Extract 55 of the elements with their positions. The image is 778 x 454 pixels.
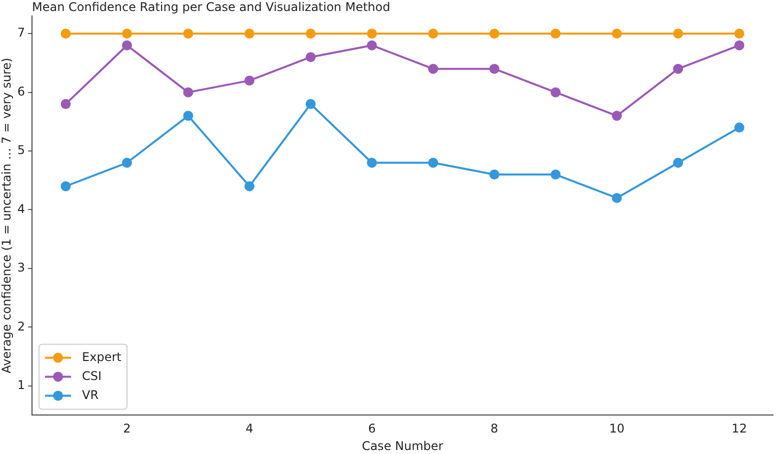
x-tick-label: 6 [368, 422, 376, 436]
point [734, 28, 744, 39]
point [550, 28, 561, 39]
point [183, 28, 194, 39]
point [366, 28, 377, 39]
y-tick-label: 2 [17, 319, 26, 334]
point [183, 87, 194, 98]
legend-label: Expert [82, 350, 122, 364]
point [550, 170, 561, 180]
point [244, 28, 254, 39]
legend-label: VR [82, 388, 99, 402]
y-tick-label: 5 [17, 143, 26, 158]
x-tick-label: 8 [490, 422, 498, 436]
point [366, 40, 377, 50]
point [612, 192, 622, 203]
point [60, 99, 71, 110]
y-axis-title: Average confidence (1 = uncertain … 7 = very sure) [0, 58, 14, 374]
x-tick-label: 12 [732, 422, 747, 436]
point [673, 64, 684, 74]
point [489, 28, 500, 39]
point [428, 28, 438, 39]
point [122, 158, 132, 168]
point [60, 28, 71, 39]
point [612, 110, 622, 121]
point [183, 110, 194, 121]
point [428, 64, 438, 74]
point [612, 28, 622, 39]
point [550, 87, 561, 98]
point [122, 28, 132, 39]
x-tick-label: 10 [609, 422, 624, 436]
point [306, 28, 316, 39]
point [244, 76, 254, 86]
point [366, 158, 377, 168]
point [428, 158, 438, 168]
y-tick-label: 1 [17, 378, 26, 392]
point [122, 40, 132, 50]
point [734, 40, 744, 50]
point [673, 28, 684, 39]
x-tick-label: 4 [246, 422, 254, 436]
x-axis-title: Case Number [362, 438, 444, 453]
point [673, 158, 684, 168]
chart-title: Mean Confidence Rating per Case and Visualization Method [32, 0, 390, 14]
y-tick-label: 7 [17, 26, 26, 40]
point [306, 52, 316, 62]
point [734, 122, 744, 133]
point [60, 181, 71, 192]
x-tick-label: 2 [123, 422, 131, 436]
point [244, 181, 254, 192]
y-tick-label: 6 [17, 84, 26, 98]
point [489, 64, 500, 74]
y-tick-label: 3 [17, 260, 26, 275]
point [306, 99, 316, 110]
y-tick-label: 4 [17, 202, 26, 216]
point [489, 170, 500, 180]
legend-label: CSI [82, 368, 102, 383]
